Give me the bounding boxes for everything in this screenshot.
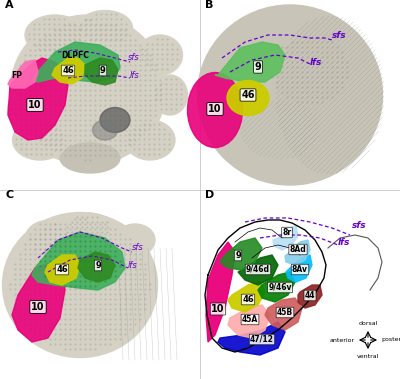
Ellipse shape (12, 120, 68, 160)
Ellipse shape (138, 35, 182, 75)
Polygon shape (285, 240, 310, 265)
Text: 46: 46 (56, 265, 68, 274)
Ellipse shape (8, 90, 42, 130)
Text: 46: 46 (242, 295, 254, 304)
Text: 9/46v: 9/46v (268, 283, 292, 292)
Text: sfs: sfs (132, 243, 144, 252)
Polygon shape (298, 285, 322, 308)
Text: 10: 10 (31, 302, 45, 312)
Text: D: D (205, 190, 214, 200)
Ellipse shape (188, 72, 242, 147)
Polygon shape (265, 298, 302, 330)
Polygon shape (218, 322, 285, 355)
Text: 8r: 8r (282, 228, 292, 237)
Ellipse shape (198, 5, 382, 185)
Polygon shape (32, 42, 120, 82)
Text: A: A (5, 0, 14, 10)
Text: 9/46d: 9/46d (246, 265, 270, 274)
Text: dorsal: dorsal (358, 321, 378, 326)
Polygon shape (238, 255, 278, 285)
Ellipse shape (100, 108, 130, 133)
Ellipse shape (26, 221, 70, 255)
Polygon shape (8, 60, 38, 88)
Text: 10: 10 (211, 304, 225, 314)
Polygon shape (286, 255, 312, 282)
Ellipse shape (125, 120, 175, 160)
Polygon shape (273, 226, 298, 250)
Text: 9: 9 (235, 251, 241, 260)
Polygon shape (206, 242, 235, 342)
Polygon shape (52, 58, 85, 84)
Ellipse shape (227, 80, 269, 116)
Text: 9: 9 (255, 62, 261, 72)
Text: B: B (205, 0, 213, 10)
Polygon shape (32, 232, 125, 290)
Ellipse shape (25, 15, 85, 55)
Polygon shape (85, 58, 118, 85)
Ellipse shape (63, 213, 113, 243)
Ellipse shape (60, 143, 120, 173)
Text: lfs: lfs (338, 238, 350, 247)
Polygon shape (228, 305, 270, 338)
Polygon shape (8, 58, 68, 140)
Text: 8Av: 8Av (292, 265, 308, 274)
Polygon shape (12, 262, 65, 342)
Text: 47/12: 47/12 (250, 335, 274, 344)
Ellipse shape (115, 224, 155, 256)
Ellipse shape (78, 11, 132, 45)
Text: 10: 10 (28, 100, 42, 110)
Text: ventral: ventral (357, 354, 379, 359)
Text: sfs: sfs (128, 53, 140, 62)
Text: 9: 9 (100, 66, 106, 75)
Ellipse shape (2, 213, 158, 357)
Text: lfs: lfs (130, 71, 140, 80)
Text: sfs: sfs (332, 31, 347, 40)
Text: 46: 46 (241, 90, 255, 100)
Text: 10: 10 (208, 104, 222, 114)
Text: 9: 9 (95, 261, 101, 270)
Text: 8Ad: 8Ad (290, 245, 306, 254)
Polygon shape (220, 238, 262, 270)
Polygon shape (215, 42, 285, 82)
Ellipse shape (10, 15, 166, 165)
Text: sfs: sfs (352, 221, 367, 230)
Text: 44: 44 (305, 291, 315, 300)
Text: 45B: 45B (277, 308, 293, 317)
Text: 45A: 45A (242, 315, 258, 324)
Polygon shape (78, 252, 115, 282)
Polygon shape (258, 272, 295, 302)
Ellipse shape (152, 75, 188, 115)
Ellipse shape (92, 120, 118, 140)
Text: lfs: lfs (128, 261, 138, 270)
Text: anterior: anterior (330, 338, 355, 343)
Text: C: C (5, 190, 13, 200)
Text: posterior: posterior (381, 338, 400, 343)
Text: DLPFC: DLPFC (61, 51, 89, 60)
Polygon shape (228, 282, 265, 312)
Polygon shape (45, 255, 80, 285)
Text: FP: FP (12, 71, 22, 80)
Text: lfs: lfs (310, 58, 322, 67)
Text: 46: 46 (62, 66, 74, 75)
